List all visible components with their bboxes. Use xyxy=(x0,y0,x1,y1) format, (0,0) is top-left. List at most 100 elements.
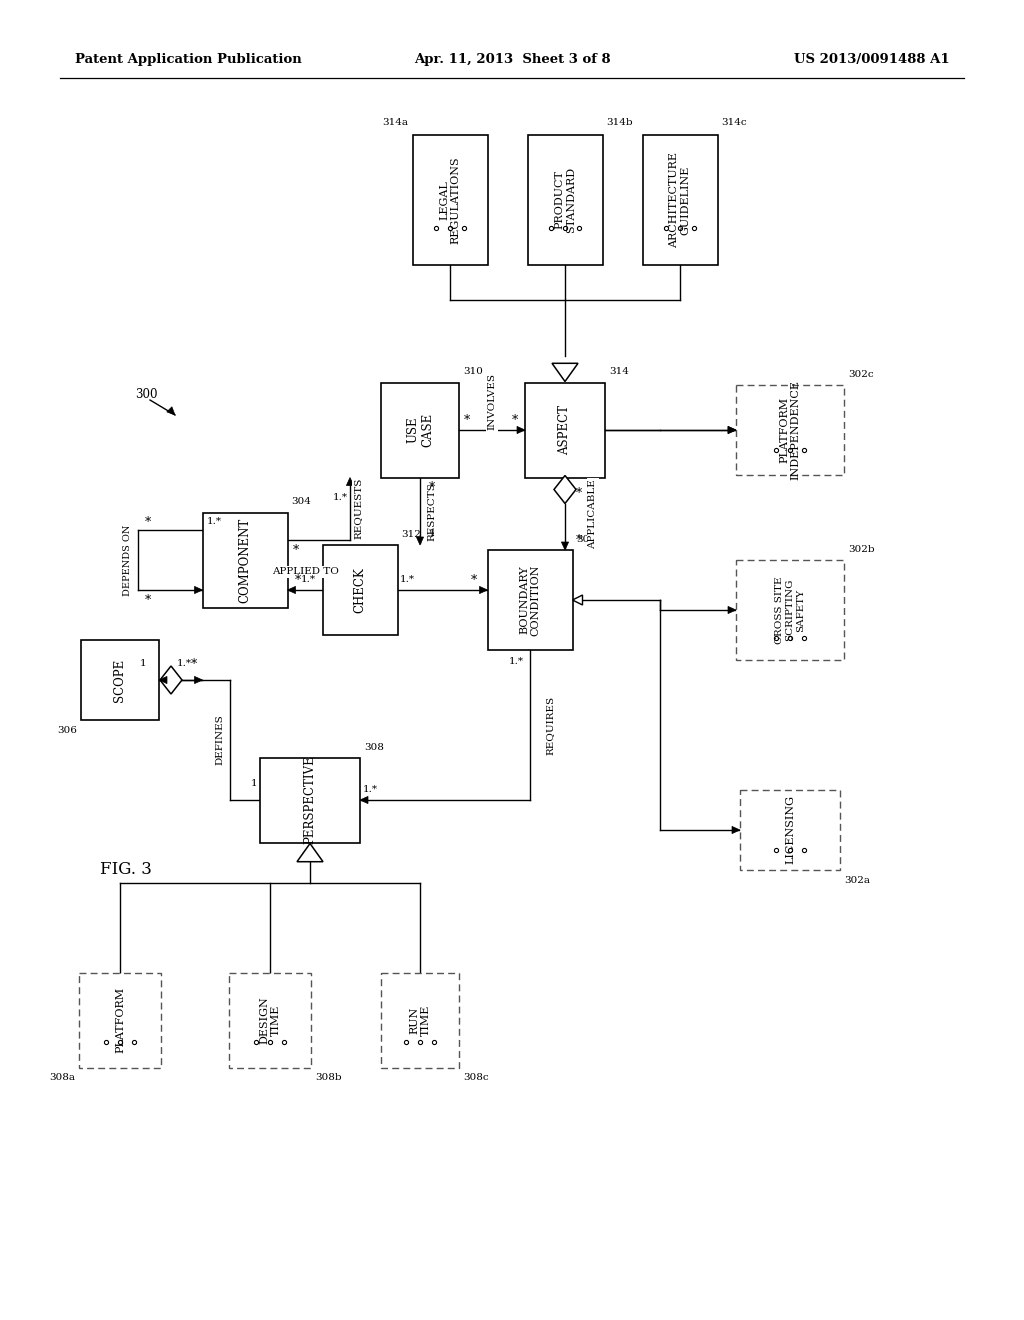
FancyBboxPatch shape xyxy=(736,385,844,475)
Text: PRODUCT
STANDARD: PRODUCT STANDARD xyxy=(554,166,575,234)
Text: 308c: 308c xyxy=(463,1073,488,1082)
Text: 302a: 302a xyxy=(844,876,870,884)
Text: DEPENDS ON: DEPENDS ON xyxy=(123,524,132,595)
Text: 1.*: 1.* xyxy=(177,660,193,668)
Polygon shape xyxy=(417,537,424,545)
Polygon shape xyxy=(360,796,368,804)
FancyBboxPatch shape xyxy=(487,550,572,649)
FancyBboxPatch shape xyxy=(525,383,605,478)
Text: RUN
TIME: RUN TIME xyxy=(410,1005,431,1036)
Text: 310: 310 xyxy=(463,367,483,376)
Text: INVOLVES: INVOLVES xyxy=(487,374,497,430)
Text: SCOPE: SCOPE xyxy=(114,659,127,702)
Text: LEGAL
REGULATIONS: LEGAL REGULATIONS xyxy=(439,156,461,244)
Text: 314b: 314b xyxy=(606,117,633,127)
FancyBboxPatch shape xyxy=(81,640,159,719)
Text: 308b: 308b xyxy=(315,1073,342,1082)
Text: *: * xyxy=(575,487,582,500)
Text: 1.*: 1.* xyxy=(301,576,316,585)
Text: *: * xyxy=(293,544,299,557)
FancyBboxPatch shape xyxy=(381,383,459,478)
Polygon shape xyxy=(554,475,575,503)
Text: US 2013/0091488 A1: US 2013/0091488 A1 xyxy=(795,54,950,66)
Text: 1: 1 xyxy=(139,660,146,668)
Text: *: * xyxy=(190,657,198,671)
Text: 314c: 314c xyxy=(722,117,748,127)
Text: 1.*: 1.* xyxy=(509,657,523,667)
Polygon shape xyxy=(346,478,353,486)
Text: *: * xyxy=(144,594,151,606)
Text: 300: 300 xyxy=(135,388,158,401)
FancyBboxPatch shape xyxy=(323,545,397,635)
Text: 302: 302 xyxy=(577,535,596,544)
FancyBboxPatch shape xyxy=(203,512,288,607)
Text: 302c: 302c xyxy=(848,370,873,379)
Text: 312: 312 xyxy=(401,531,421,539)
Text: 314a: 314a xyxy=(383,117,409,127)
Text: *: * xyxy=(464,413,470,426)
Text: 1: 1 xyxy=(251,780,257,788)
Text: *: * xyxy=(470,573,476,586)
Polygon shape xyxy=(297,843,323,862)
Text: APPLIED TO: APPLIED TO xyxy=(271,568,339,577)
Polygon shape xyxy=(479,586,487,594)
FancyBboxPatch shape xyxy=(527,135,602,265)
Text: BOUNDARY
CONDITION: BOUNDARY CONDITION xyxy=(519,564,541,636)
FancyBboxPatch shape xyxy=(740,789,840,870)
Polygon shape xyxy=(288,586,296,594)
Text: 1.*: 1.* xyxy=(400,576,415,585)
Text: FIG. 3: FIG. 3 xyxy=(100,862,152,879)
Polygon shape xyxy=(728,426,736,433)
FancyBboxPatch shape xyxy=(736,560,844,660)
Polygon shape xyxy=(517,426,525,433)
FancyBboxPatch shape xyxy=(229,973,311,1068)
Text: 314: 314 xyxy=(609,367,629,376)
Text: REQUESTS: REQUESTS xyxy=(353,478,362,540)
Text: APPLICABLE: APPLICABLE xyxy=(589,479,597,549)
Text: RESPECTS: RESPECTS xyxy=(427,482,436,541)
Text: 1.*: 1.* xyxy=(362,785,378,795)
Polygon shape xyxy=(572,595,583,605)
Polygon shape xyxy=(160,667,182,694)
Text: 308a: 308a xyxy=(49,1073,75,1082)
Text: Apr. 11, 2013  Sheet 3 of 8: Apr. 11, 2013 Sheet 3 of 8 xyxy=(414,54,610,66)
Polygon shape xyxy=(728,426,736,433)
Text: 1.*: 1.* xyxy=(207,517,222,527)
Text: ASPECT: ASPECT xyxy=(558,405,571,455)
Text: 304: 304 xyxy=(292,498,311,507)
Text: 302b: 302b xyxy=(848,545,874,554)
Text: Patent Application Publication: Patent Application Publication xyxy=(75,54,302,66)
Polygon shape xyxy=(552,363,578,381)
Text: 308: 308 xyxy=(364,742,384,751)
Text: PERSPECTIVE: PERSPECTIVE xyxy=(303,755,316,845)
Polygon shape xyxy=(195,586,203,594)
Text: PLATFORM
INDEPENDENCE: PLATFORM INDEPENDENCE xyxy=(779,380,801,480)
Text: *: * xyxy=(294,573,301,586)
Polygon shape xyxy=(159,676,167,684)
Text: PLATFORM: PLATFORM xyxy=(115,987,125,1053)
Polygon shape xyxy=(561,543,568,550)
Text: DESIGN
TIME: DESIGN TIME xyxy=(259,997,281,1044)
Text: 1.*: 1.* xyxy=(333,492,347,502)
FancyBboxPatch shape xyxy=(260,758,360,842)
Text: *: * xyxy=(429,480,435,494)
Text: 1: 1 xyxy=(429,528,435,537)
FancyBboxPatch shape xyxy=(79,973,161,1068)
Polygon shape xyxy=(732,826,740,834)
Text: *: * xyxy=(512,413,518,426)
Polygon shape xyxy=(728,606,736,614)
Text: DEFINES: DEFINES xyxy=(215,714,224,766)
FancyBboxPatch shape xyxy=(381,973,459,1068)
Text: USE
CASE: USE CASE xyxy=(406,413,434,447)
Text: CHECK: CHECK xyxy=(353,568,367,612)
Polygon shape xyxy=(167,407,175,414)
Text: *: * xyxy=(575,533,582,546)
Text: CROSS SITE
SCRIPTING
SAFETY: CROSS SITE SCRIPTING SAFETY xyxy=(775,577,805,644)
Text: ARCHITECTURE
GUIDELINE: ARCHITECTURE GUIDELINE xyxy=(670,152,691,248)
Text: 306: 306 xyxy=(57,726,77,735)
FancyBboxPatch shape xyxy=(642,135,718,265)
Polygon shape xyxy=(195,676,203,684)
Text: COMPONENT: COMPONENT xyxy=(239,517,252,603)
FancyBboxPatch shape xyxy=(413,135,487,265)
Text: *: * xyxy=(144,516,151,528)
